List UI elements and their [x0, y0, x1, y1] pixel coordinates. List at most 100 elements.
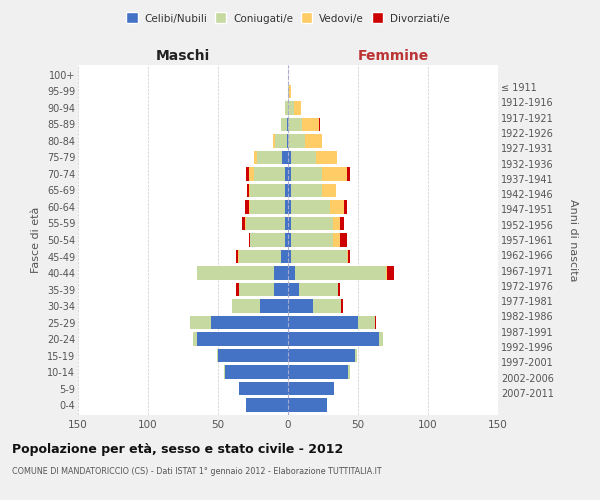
Bar — [288, 382, 334, 395]
Bar — [249, 184, 250, 197]
Bar — [291, 151, 316, 164]
Bar — [313, 300, 341, 312]
Legend: Celibi/Nubili, Coniugati/e, Vedovi/e, Divorziati/e: Celibi/Nubili, Coniugati/e, Vedovi/e, Di… — [122, 10, 454, 29]
Bar — [347, 168, 350, 180]
Bar — [340, 234, 347, 246]
Bar — [288, 217, 291, 230]
Bar — [285, 184, 288, 197]
Bar — [250, 184, 285, 197]
Bar — [249, 234, 250, 246]
Bar — [319, 118, 320, 131]
Bar — [285, 168, 288, 180]
Y-axis label: Anni di nascita: Anni di nascita — [568, 198, 578, 281]
Bar — [245, 217, 246, 230]
Bar — [291, 250, 347, 263]
Bar — [288, 349, 355, 362]
Bar — [249, 168, 254, 180]
Bar — [288, 200, 291, 213]
Bar — [236, 283, 239, 296]
Bar — [305, 134, 322, 147]
Bar — [340, 217, 344, 230]
Bar — [245, 200, 249, 213]
Bar — [285, 200, 288, 213]
Bar — [295, 266, 386, 280]
Bar — [217, 349, 218, 362]
Bar — [341, 300, 343, 312]
Bar — [254, 168, 285, 180]
Bar — [236, 250, 238, 263]
Bar — [246, 168, 249, 180]
Text: Maschi: Maschi — [156, 48, 210, 62]
Bar — [322, 168, 347, 180]
Bar — [288, 184, 291, 197]
Bar — [281, 250, 288, 263]
Bar — [197, 266, 274, 280]
Bar — [358, 316, 375, 329]
Bar — [288, 266, 295, 280]
Bar — [386, 266, 388, 280]
Text: COMUNE DI MANDATORICCIO (CS) - Dati ISTAT 1° gennaio 2012 - Elaborazione TUTTITA: COMUNE DI MANDATORICCIO (CS) - Dati ISTA… — [12, 468, 382, 476]
Bar — [348, 366, 350, 378]
Bar — [288, 250, 291, 263]
Bar — [375, 316, 376, 329]
Bar — [293, 102, 301, 114]
Bar — [288, 398, 327, 411]
Bar — [246, 398, 288, 411]
Bar — [288, 283, 299, 296]
Bar — [285, 234, 288, 246]
Bar — [224, 366, 225, 378]
Bar — [288, 151, 291, 164]
Text: Popolazione per età, sesso e stato civile - 2012: Popolazione per età, sesso e stato civil… — [12, 442, 343, 456]
Bar — [289, 85, 291, 98]
Bar — [348, 250, 350, 263]
Bar — [288, 102, 293, 114]
Bar — [287, 118, 288, 131]
Bar — [193, 332, 197, 345]
Bar — [288, 168, 291, 180]
Bar — [288, 134, 305, 147]
Bar — [283, 151, 288, 164]
Bar — [272, 134, 275, 147]
Bar — [238, 250, 239, 263]
Bar — [250, 200, 285, 213]
Bar — [287, 134, 288, 147]
Bar — [379, 332, 383, 345]
Bar — [249, 200, 250, 213]
Bar — [274, 266, 288, 280]
Bar — [344, 200, 347, 213]
Bar — [285, 217, 288, 230]
Bar — [288, 234, 291, 246]
Bar — [333, 234, 340, 246]
Bar — [254, 151, 257, 164]
Bar — [218, 349, 288, 362]
Bar — [257, 151, 283, 164]
Bar — [246, 217, 285, 230]
Bar — [281, 118, 287, 131]
Bar — [288, 366, 348, 378]
Bar — [338, 283, 340, 296]
Bar — [232, 300, 260, 312]
Bar — [291, 217, 333, 230]
Bar — [260, 300, 288, 312]
Bar — [242, 217, 245, 230]
Bar — [291, 168, 322, 180]
Bar — [197, 332, 288, 345]
Bar — [388, 266, 394, 280]
Bar — [250, 234, 285, 246]
Bar — [316, 151, 337, 164]
Bar — [355, 349, 356, 362]
Bar — [299, 283, 338, 296]
Bar — [333, 217, 340, 230]
Bar — [347, 250, 348, 263]
Bar — [239, 250, 281, 263]
Bar — [274, 283, 288, 296]
Bar — [291, 200, 330, 213]
Bar — [275, 134, 287, 147]
Bar — [288, 316, 358, 329]
Bar — [291, 234, 333, 246]
Bar — [211, 316, 288, 329]
Bar — [291, 184, 322, 197]
Bar — [330, 200, 344, 213]
Bar — [302, 118, 319, 131]
Bar — [190, 316, 211, 329]
